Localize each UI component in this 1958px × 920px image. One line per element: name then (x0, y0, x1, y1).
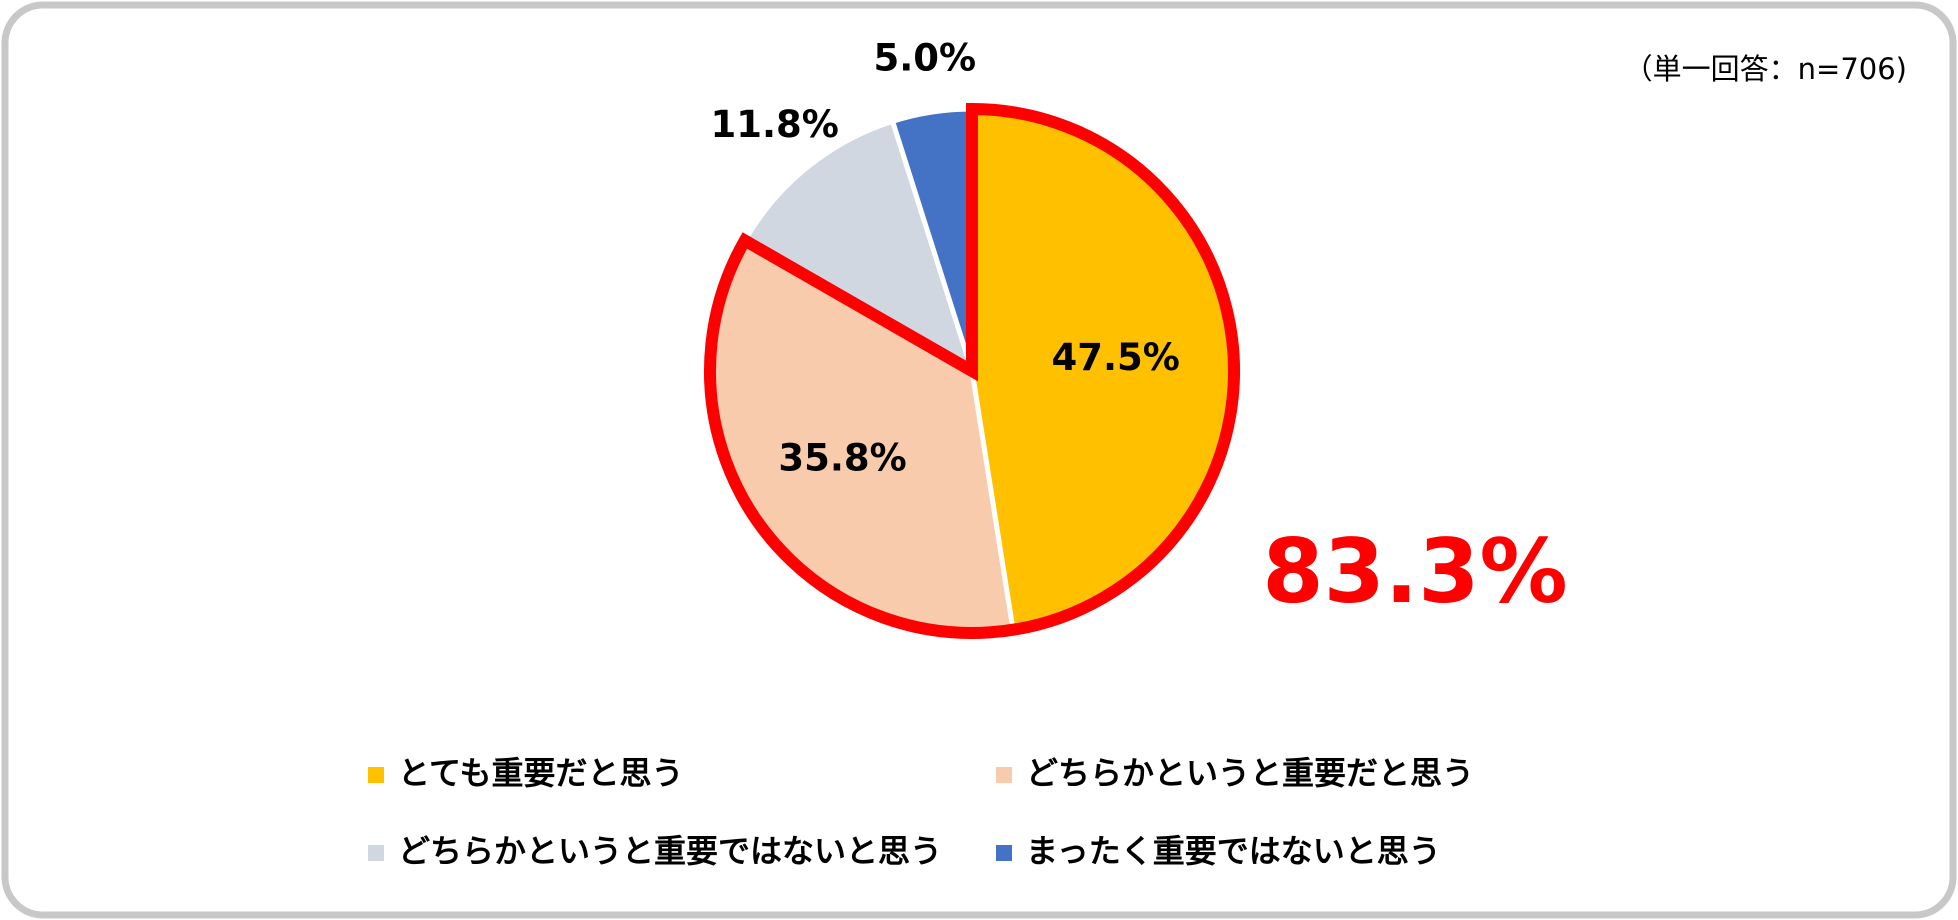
data-label: 11.8% (710, 103, 838, 146)
data-label: 35.8% (778, 437, 906, 480)
legend-label: とても重要だと思う (398, 754, 683, 792)
legend-label: どちらかというと重要ではないと思う (398, 832, 942, 870)
legend-label: どちらかというと重要だと思う (1026, 754, 1474, 792)
legend-marker (996, 767, 1012, 783)
legend-marker (368, 767, 384, 783)
legend-marker (996, 845, 1012, 861)
legend-marker (368, 845, 384, 861)
note: （単一回答：n=706) (1624, 52, 1907, 86)
annotation: 83.3% (1262, 520, 1567, 623)
data-label: 5.0% (873, 37, 976, 80)
legend-label: まったく重要ではないと思う (1026, 832, 1441, 870)
pie-slice (741, 118, 977, 377)
data-label: 47.5% (1051, 336, 1179, 379)
highlight-outline (704, 102, 1240, 639)
